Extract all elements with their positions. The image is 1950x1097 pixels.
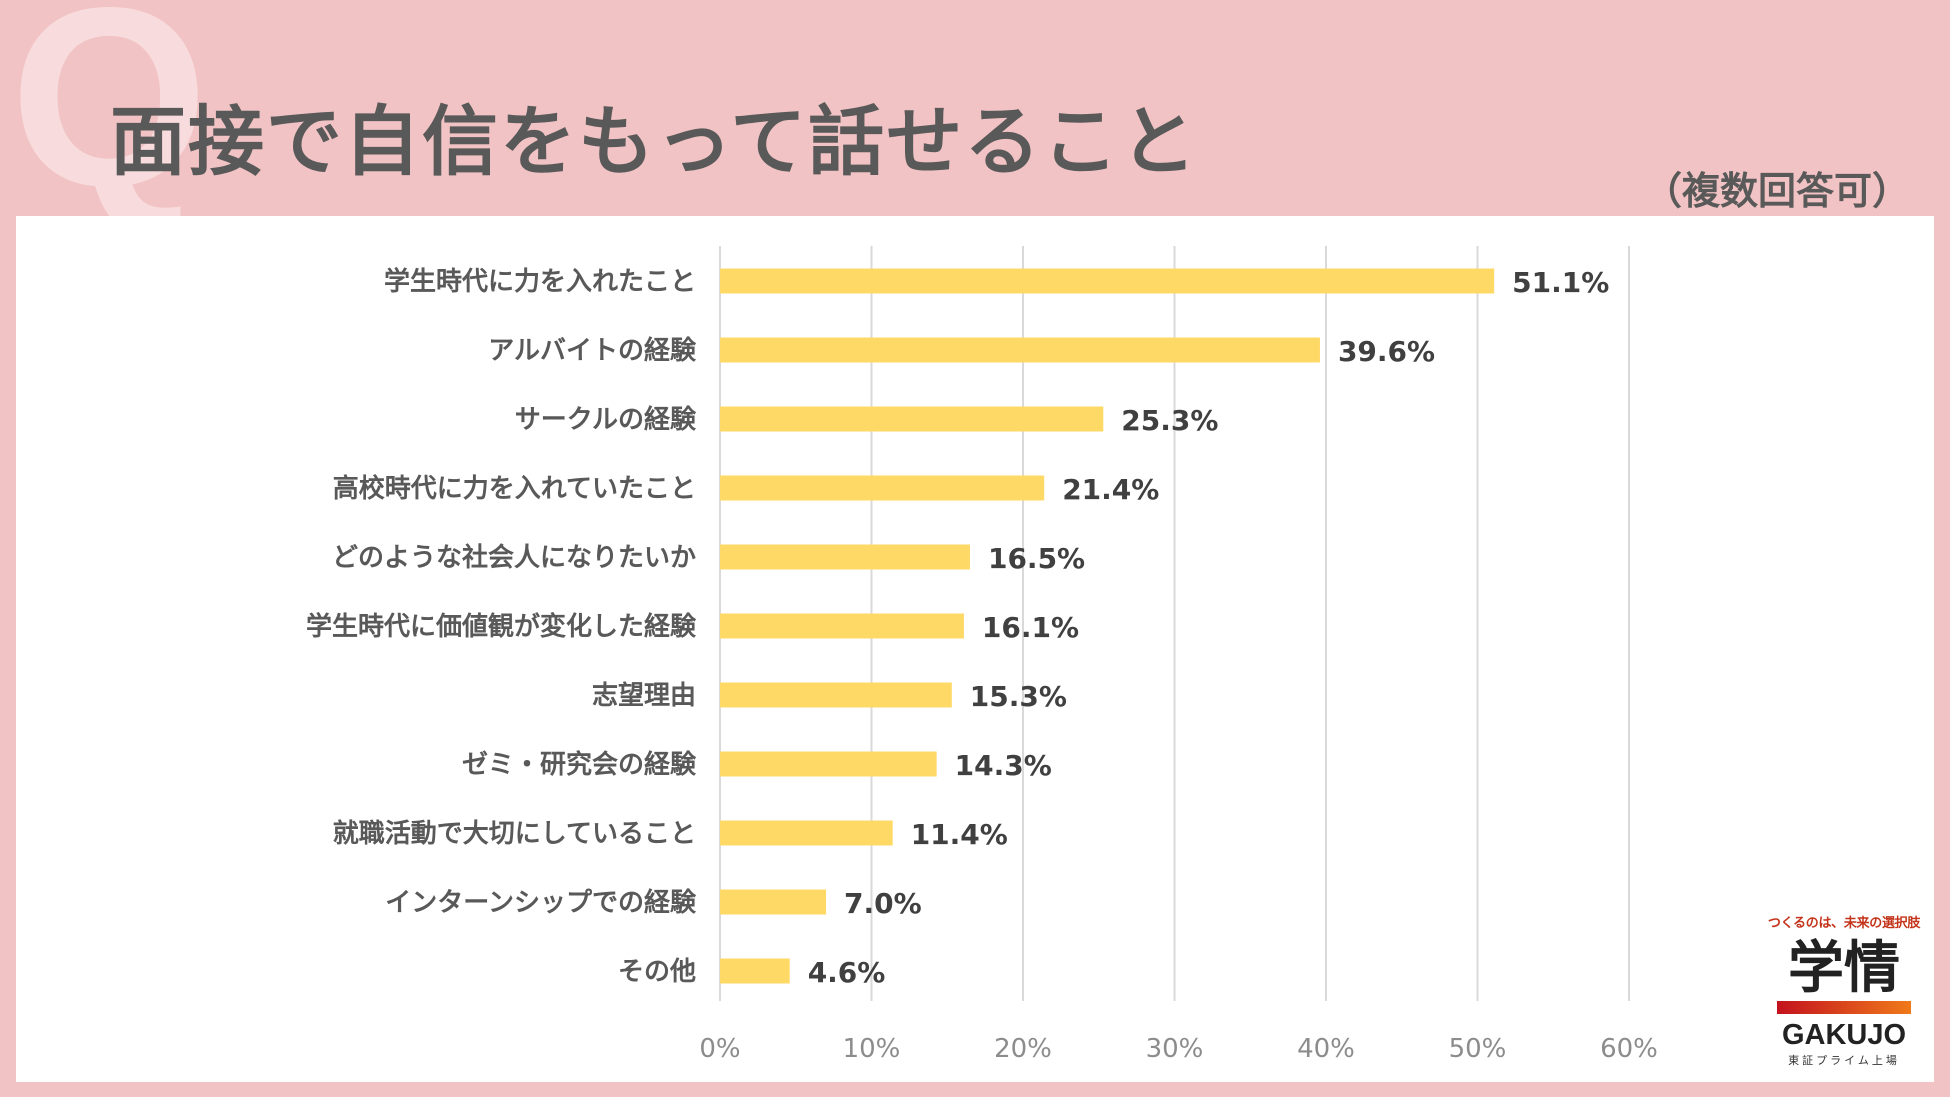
category-label: 就職活動で大切にしていること	[333, 819, 696, 849]
value-label: 15.3%	[970, 680, 1067, 713]
value-label: 39.6%	[1338, 335, 1435, 368]
category-label: 高校時代に力を入れていたこと	[333, 473, 696, 504]
value-label: 25.3%	[1121, 404, 1218, 437]
x-tick-label: 0%	[699, 1034, 740, 1064]
logo-subtext: 東証プライム上場	[1788, 1054, 1900, 1067]
bar	[720, 337, 1320, 363]
bar	[720, 958, 790, 984]
bar-chart: 0% 10% 20% 30% 40% 50% 60% 学生時代に力を入れたこと 51.1% アルバ…	[306, 246, 1658, 1064]
category-label: ゼミ・研究会の経験	[462, 749, 697, 780]
x-tick-label: 50%	[1449, 1034, 1507, 1064]
logo-mark: 学情	[1788, 936, 1900, 1001]
chart-panel: 0% 10% 20% 30% 40% 50% 60% 学生時代に力を入れたこと 51.1% アルバ…	[16, 216, 1934, 1082]
value-label: 51.1%	[1512, 266, 1609, 299]
multiple-answer-note: （複数回答可）	[1643, 169, 1910, 213]
q-mark-decoration: Q	[10, 0, 209, 240]
bar	[720, 475, 1045, 501]
category-label: 志望理由	[592, 681, 696, 711]
page-title: 面接で自信をもって話せること	[110, 97, 1199, 186]
value-label: 16.5%	[988, 542, 1085, 575]
category-label: 学生時代に価値観が変化した経験	[306, 611, 697, 642]
bar	[720, 751, 937, 777]
value-label: 11.4%	[911, 818, 1008, 851]
gakujo-logo: つくるのは、未来の選択肢 学情 GAKUJO 東証プライム上場	[1755, 912, 1933, 1072]
category-label: アルバイトの経験	[488, 335, 697, 366]
bar	[720, 682, 952, 708]
x-tick-label: 60%	[1600, 1034, 1658, 1064]
value-label: 16.1%	[982, 611, 1079, 644]
x-tick-label: 30%	[1146, 1034, 1204, 1064]
bar	[720, 613, 964, 639]
logo-gradient-bar	[1777, 1001, 1911, 1014]
bar	[720, 544, 970, 570]
value-label: 14.3%	[955, 749, 1052, 782]
category-label: その他	[618, 957, 696, 987]
logo-tagline: つくるのは、未来の選択肢	[1767, 916, 1921, 931]
category-label: インターンシップでの経験	[385, 887, 697, 918]
bar	[720, 268, 1495, 294]
value-label: 4.6%	[808, 956, 886, 989]
category-label: 学生時代に力を入れたこと	[384, 266, 696, 297]
category-label: サークルの経験	[515, 404, 697, 435]
category-label: どのような社会人になりたいか	[332, 542, 696, 573]
x-tick-label: 20%	[994, 1034, 1052, 1064]
value-label: 7.0%	[844, 887, 922, 920]
bar	[720, 889, 827, 915]
logo-name: GAKUJO	[1781, 1019, 1907, 1051]
value-label: 21.4%	[1062, 473, 1159, 506]
x-tick-label: 10%	[843, 1034, 901, 1064]
bar	[720, 820, 893, 846]
x-tick-label: 40%	[1297, 1034, 1355, 1064]
bar	[720, 406, 1104, 432]
